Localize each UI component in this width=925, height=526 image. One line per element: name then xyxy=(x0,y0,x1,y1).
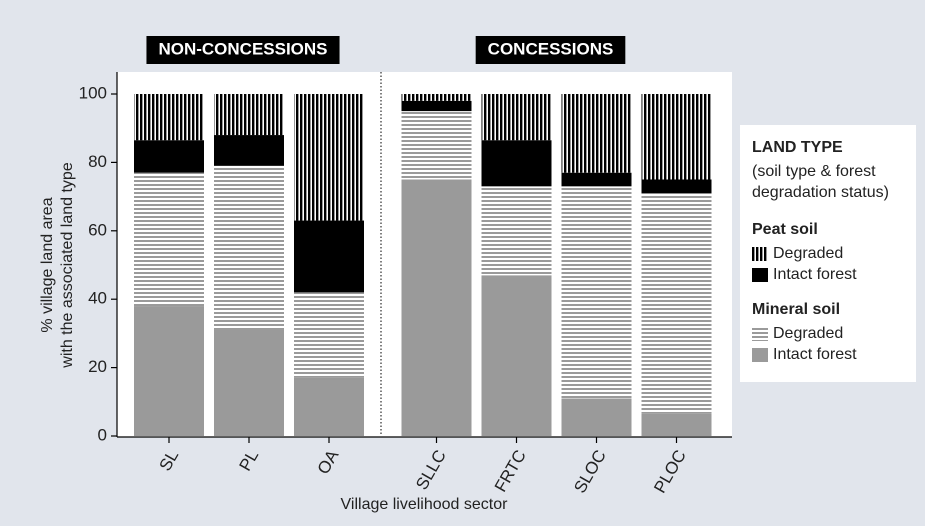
bar-segment xyxy=(134,94,204,141)
legend-swatch xyxy=(752,247,768,261)
legend-swatch xyxy=(752,327,768,341)
legend-box xyxy=(740,125,916,382)
y-axis-title: % village land area xyxy=(39,197,56,332)
y-tick-label: 0 xyxy=(98,425,107,444)
bar-segment xyxy=(401,100,472,112)
bar-segment xyxy=(214,94,284,136)
bar-segment xyxy=(561,398,632,436)
bar-segment xyxy=(214,165,284,330)
legend-label: Degraded xyxy=(773,245,843,262)
section-label-bg xyxy=(146,36,340,64)
bar-segment xyxy=(134,306,204,436)
bar-segment xyxy=(294,94,364,221)
y-tick-label: 100 xyxy=(79,83,107,102)
bar-segment xyxy=(641,193,712,414)
bar-segment xyxy=(134,140,204,173)
legend-label: Intact forest xyxy=(773,346,857,363)
legend-subtitle: (soil type & forest xyxy=(752,163,876,180)
legend-swatch xyxy=(752,348,768,362)
bar-segment xyxy=(641,413,712,436)
bar-segment xyxy=(134,172,204,307)
bar-segment xyxy=(641,179,712,194)
bar-segment xyxy=(401,179,472,436)
y-tick-label: 80 xyxy=(88,152,107,171)
bar-segment xyxy=(481,186,552,276)
legend-group-title: Mineral soil xyxy=(752,301,840,318)
bar-segment xyxy=(641,94,712,180)
y-axis-title: with the associated land type xyxy=(59,162,76,369)
bar-segment xyxy=(294,292,364,378)
bar-segment xyxy=(481,94,552,141)
bar-segment xyxy=(401,111,472,180)
bar-segment xyxy=(561,186,632,399)
section-label: CONCESSIONS xyxy=(488,39,614,58)
legend-swatch xyxy=(752,268,768,282)
bar-segment xyxy=(481,140,552,187)
y-tick-label: 60 xyxy=(88,220,107,239)
y-tick-label: 20 xyxy=(88,357,107,376)
legend-subtitle: degradation status) xyxy=(752,184,889,201)
bar-segment xyxy=(401,94,472,101)
legend-title: LAND TYPE xyxy=(752,139,843,156)
legend-label: Intact forest xyxy=(773,266,857,283)
bar-segment xyxy=(561,172,632,187)
bar-segment xyxy=(214,135,284,166)
y-tick-label: 40 xyxy=(88,289,107,308)
bar-segment xyxy=(481,275,552,436)
section-label-bg xyxy=(475,36,626,64)
x-axis-title: Village livelihood sector xyxy=(341,496,509,513)
legend-group-title: Peat soil xyxy=(752,221,818,238)
bar-segment xyxy=(214,329,284,436)
bar-segment xyxy=(294,220,364,293)
bar-segment xyxy=(561,94,632,173)
section-label: NON-CONCESSIONS xyxy=(158,39,327,58)
legend-label: Degraded xyxy=(773,325,843,342)
bar-segment xyxy=(294,377,364,436)
